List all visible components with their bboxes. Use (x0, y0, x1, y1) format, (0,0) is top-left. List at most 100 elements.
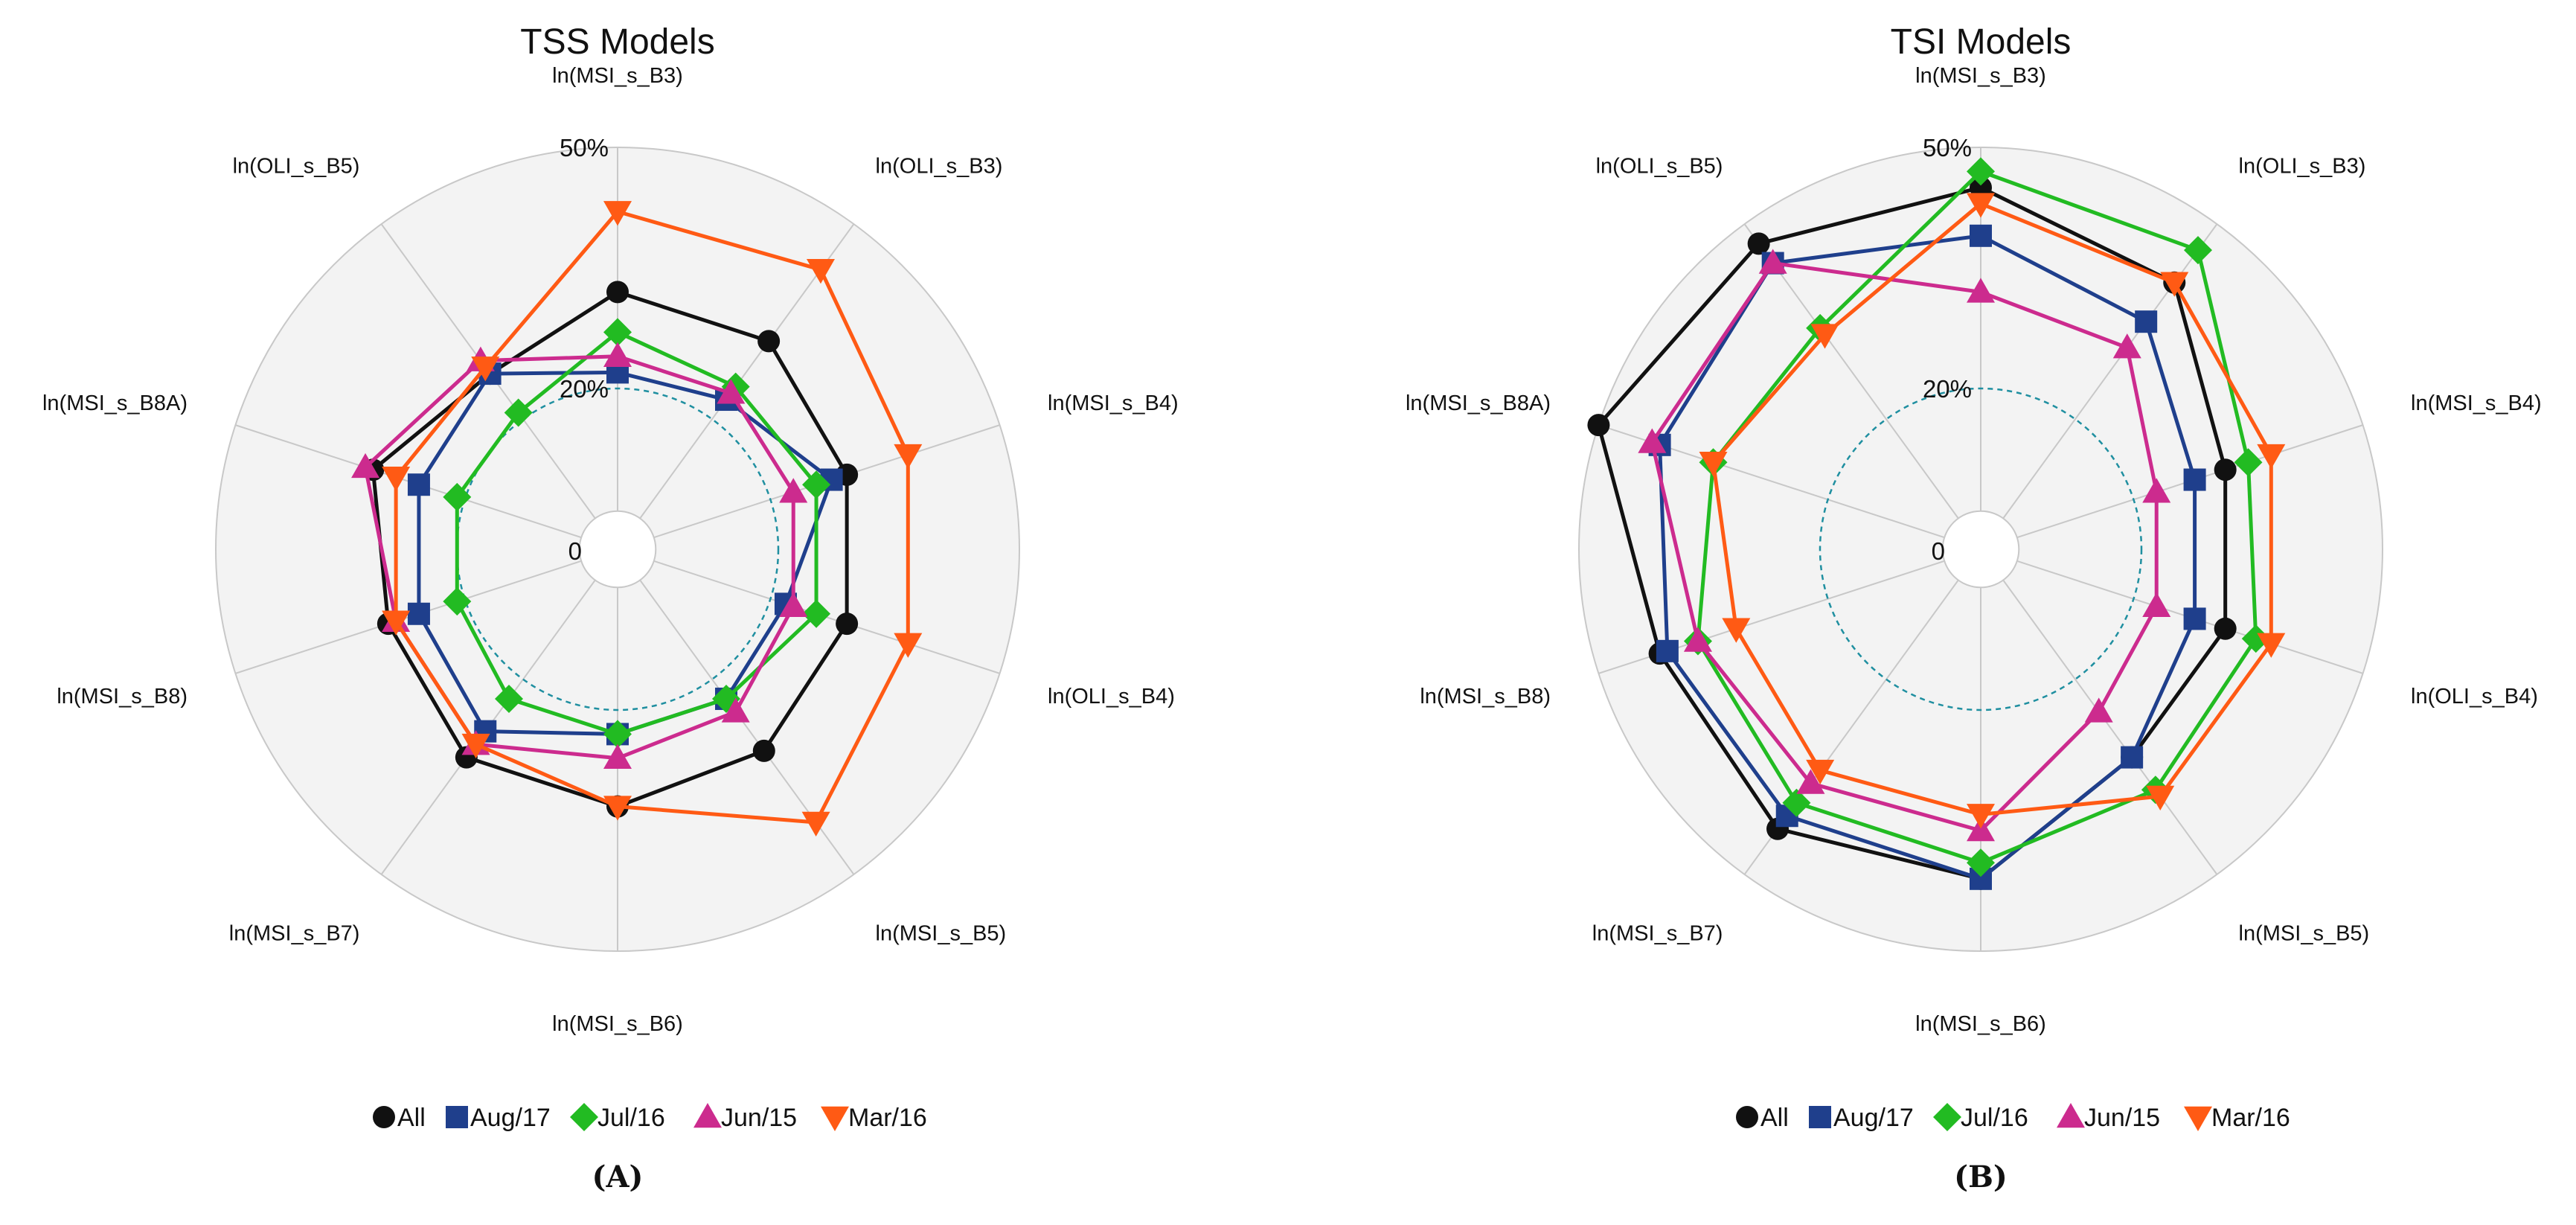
axis-label-2: ln(MSI_s_B4) (1048, 391, 1179, 415)
data-point (443, 587, 472, 616)
spoke (2002, 579, 2218, 875)
legend-label: Aug/17 (1833, 1104, 1914, 1132)
data-point (2160, 272, 2189, 297)
legend-marker (1809, 1106, 1831, 1128)
legend-label: Mar/16 (2211, 1104, 2290, 1132)
legend-item: Jul/16 (570, 1103, 665, 1132)
data-point (603, 720, 632, 749)
data-point (2084, 697, 2113, 723)
legend-label: Jun/15 (721, 1104, 797, 1132)
legend-item: Mar/16 (2184, 1104, 2290, 1132)
data-point (1967, 157, 1995, 186)
data-point (779, 592, 808, 618)
legend-marker (821, 1106, 849, 1131)
data-point (2214, 617, 2237, 640)
data-point (801, 811, 830, 837)
data-point (2183, 607, 2206, 630)
legend-item: Aug/17 (1809, 1104, 1914, 1132)
axis-label-3: ln(OLI_s_B4) (1048, 685, 1175, 709)
data-point (806, 259, 835, 284)
center-disc (578, 510, 657, 589)
data-point (494, 684, 523, 713)
data-point (2142, 478, 2171, 503)
data-point (1967, 278, 1995, 303)
data-point (1747, 232, 1770, 255)
chart-title: TSS Models (520, 22, 714, 62)
data-point (1587, 414, 1610, 437)
legend-marker (1933, 1103, 1961, 1131)
legend-label: Mar/16 (848, 1104, 927, 1132)
axis-label-8: ln(MSI_s_B8A) (42, 391, 188, 415)
tick-label-1: 20% (1923, 375, 1972, 403)
data-point (2135, 310, 2158, 333)
data-point (1683, 627, 1712, 652)
radar-chart-a: 0 20% 50% ln(MSI_s_B3) ln(OLI_s_B3) ln(MSI_s_… (42, 22, 1179, 1194)
data-point (1758, 249, 1787, 274)
axis-label-8: ln(MSI_s_B8A) (1406, 391, 1551, 415)
tick-label-0: 0 (1932, 537, 1945, 565)
data-point (1967, 816, 1995, 842)
legend-marker (570, 1103, 598, 1131)
data-point (1782, 788, 1811, 817)
data-point (2121, 746, 2144, 769)
data-point (2234, 448, 2263, 477)
data-point (2184, 236, 2213, 265)
data-point (802, 599, 831, 628)
data-point (407, 473, 430, 496)
panel-label: (B) (1954, 1160, 2008, 1194)
legend-marker (446, 1106, 468, 1128)
tick-label-0: 0 (568, 537, 582, 565)
axis-label-9: ln(OLI_s_B5) (233, 154, 360, 178)
axis-label-9: ln(OLI_s_B5) (1596, 154, 1723, 178)
legend-marker (1736, 1106, 1758, 1128)
data-point (721, 697, 750, 723)
legend: All Aug/17 Jul/16 Jun/15 Mar/16 (1736, 1103, 2290, 1132)
legend-marker (373, 1106, 395, 1128)
data-point (2142, 592, 2171, 618)
legend-item: Mar/16 (821, 1104, 927, 1132)
data-point (461, 733, 490, 759)
tick-label-1: 20% (560, 375, 609, 403)
axis-label-5: ln(MSI_s_B6) (552, 1012, 683, 1036)
axis-label-6: ln(MSI_s_B7) (1592, 922, 1723, 946)
data-point (1796, 769, 1825, 794)
data-point (2112, 333, 2141, 359)
chart-title: TSI Models (1891, 22, 2072, 62)
legend-label: Aug/17 (470, 1104, 551, 1132)
data-point (757, 330, 781, 353)
tick-label-2: 50% (1923, 134, 1972, 161)
data-point (382, 610, 411, 636)
legend-item: Jun/15 (2057, 1103, 2160, 1132)
legend-item: Jun/15 (693, 1103, 797, 1132)
data-point (504, 398, 533, 427)
data-point (1722, 618, 1751, 643)
data-point (603, 201, 632, 226)
data-point (802, 470, 831, 499)
legend-marker (693, 1103, 722, 1128)
axis-label-7: ln(MSI_s_B8) (57, 685, 188, 709)
data-point (1967, 804, 1995, 829)
data-point (1967, 193, 1995, 218)
legend-label: All (397, 1104, 426, 1132)
data-point (1638, 428, 1667, 453)
data-point (1656, 639, 1679, 662)
data-point (606, 281, 629, 304)
legend-label: All (1760, 1104, 1789, 1132)
data-point (443, 482, 472, 511)
data-point (894, 444, 923, 470)
data-point (752, 739, 775, 762)
series-mar-16 (1699, 193, 2286, 829)
legend: All Aug/17 Jul/16 Jun/15 Mar/16 (373, 1103, 927, 1132)
axis-label-5: ln(MSI_s_B6) (1915, 1012, 2046, 1036)
data-point (2257, 633, 2286, 658)
data-point (2257, 444, 2286, 470)
data-point (1970, 224, 1992, 247)
data-point (471, 356, 500, 382)
data-point (2214, 458, 2237, 482)
axis-label-6: ln(MSI_s_B7) (229, 922, 360, 946)
axis-label-0: ln(MSI_s_B3) (1915, 64, 2046, 88)
data-point (1810, 324, 1839, 349)
data-point (1699, 451, 1728, 477)
data-point (894, 633, 923, 658)
